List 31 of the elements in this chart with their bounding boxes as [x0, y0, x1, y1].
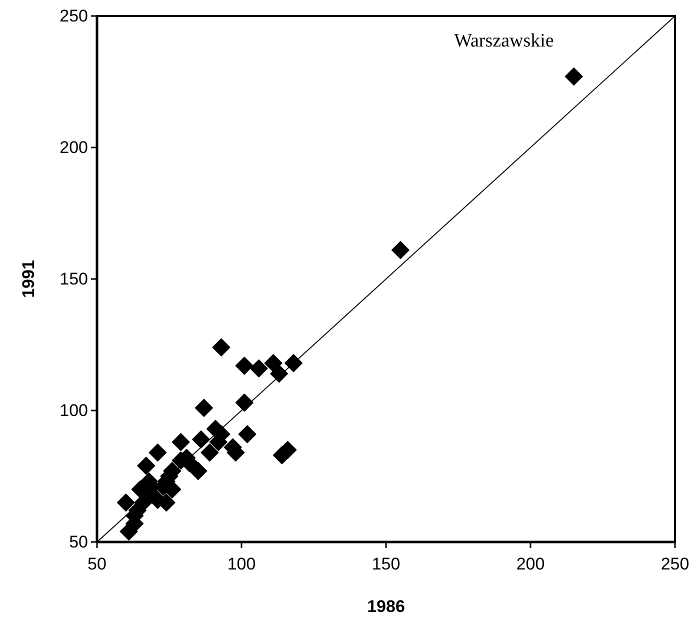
y-tick-label: 50	[69, 532, 88, 552]
point	[238, 425, 256, 444]
y-tick-label: 150	[60, 269, 88, 288]
x-tick-label: 150	[372, 554, 400, 574]
y-axis-title: 1991	[19, 260, 38, 298]
x-tick-label: 250	[660, 554, 690, 574]
x-tick-label: 200	[516, 554, 545, 574]
x-tick-label: 50	[88, 554, 106, 574]
y-tick-label: 250	[60, 6, 88, 26]
point	[235, 394, 254, 412]
annotation: Warszawskie	[454, 30, 554, 52]
point	[212, 338, 230, 356]
x-tick-label: 100	[227, 554, 256, 574]
point	[116, 494, 135, 512]
y-tick-label: 200	[60, 138, 88, 157]
point	[189, 462, 208, 480]
point	[284, 354, 303, 372]
point	[564, 67, 583, 86]
point	[250, 359, 268, 378]
point	[148, 444, 167, 462]
point	[194, 398, 213, 417]
point	[137, 456, 156, 475]
point	[200, 444, 219, 462]
point	[270, 364, 288, 383]
x-axis-title: 1986	[367, 597, 405, 616]
point	[235, 356, 254, 375]
point	[391, 241, 410, 260]
point	[264, 354, 282, 372]
point	[192, 430, 210, 448]
y-tick-label: 100	[60, 400, 88, 420]
point	[172, 433, 190, 452]
